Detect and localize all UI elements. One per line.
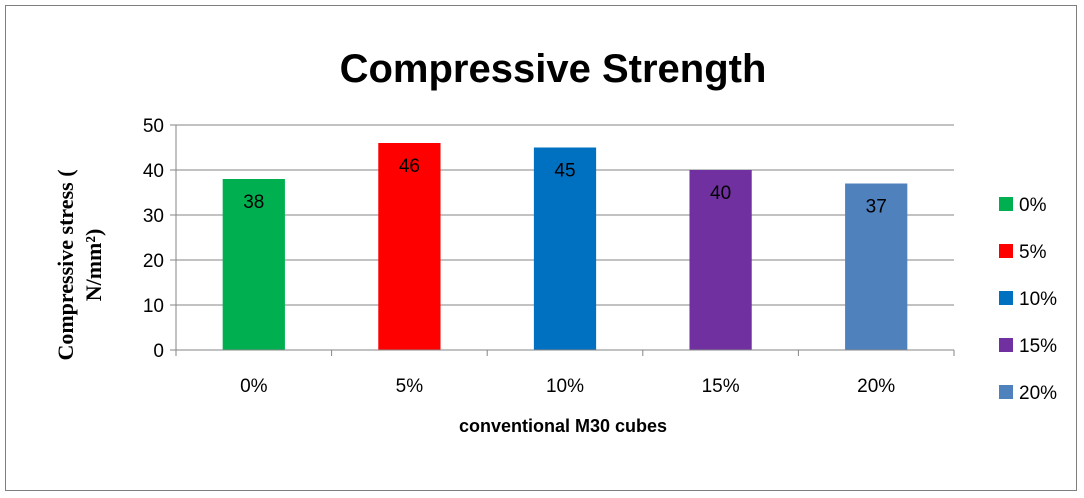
legend-swatch — [999, 338, 1013, 352]
legend-label: 15% — [1019, 336, 1057, 357]
bar-10pct — [533, 147, 597, 350]
bar-0pct — [222, 179, 285, 350]
x-tick-label: 20% — [857, 376, 895, 397]
y-axis-label-line-2: N/mm²) — [81, 229, 106, 302]
y-tick-label: 40 — [143, 161, 164, 182]
legend-label: 10% — [1019, 289, 1057, 310]
legend-swatch — [999, 197, 1013, 211]
legend-swatch — [999, 385, 1013, 399]
legend-swatch — [999, 244, 1013, 258]
bar-5pct — [378, 143, 441, 350]
x-tick-label: 15% — [702, 376, 740, 397]
data-label: 37 — [866, 197, 887, 218]
data-label: 45 — [554, 161, 575, 182]
x-tick-label: 10% — [546, 376, 584, 397]
y-axis-ticks: 0 10 20 30 40 50 — [143, 116, 176, 362]
y-axis-label-line-1: Compressive stress ( — [53, 169, 78, 360]
legend-label: 5% — [1019, 242, 1047, 263]
y-tick-label: 20 — [143, 251, 164, 272]
x-tick-label: 0% — [240, 376, 268, 397]
y-tick-label: 10 — [143, 296, 164, 317]
data-labels: 38 46 45 40 37 — [243, 156, 887, 218]
data-label: 40 — [710, 183, 731, 204]
legend-swatch — [999, 291, 1013, 305]
legend: 0% 5% 10% 15% 20% — [999, 195, 1057, 404]
x-axis-ticks: 0% 5% 10% 15% 20% — [175, 350, 955, 397]
y-tick-label: 50 — [143, 116, 164, 137]
y-axis-label: Compressive stress ( N/mm²) — [53, 169, 106, 360]
chart-title: Compressive Strength — [340, 47, 767, 91]
x-axis-label: conventional M30 cubes — [459, 416, 667, 436]
legend-label: 20% — [1019, 383, 1057, 404]
y-tick-label: 30 — [143, 206, 164, 227]
legend-label: 0% — [1019, 195, 1047, 216]
y-tick-label: 0 — [153, 341, 164, 362]
data-label: 38 — [243, 192, 264, 213]
data-label: 46 — [399, 156, 420, 177]
x-tick-label: 5% — [396, 376, 424, 397]
bars — [222, 143, 908, 350]
bar-20pct — [845, 183, 908, 350]
bar-15pct — [689, 170, 752, 350]
